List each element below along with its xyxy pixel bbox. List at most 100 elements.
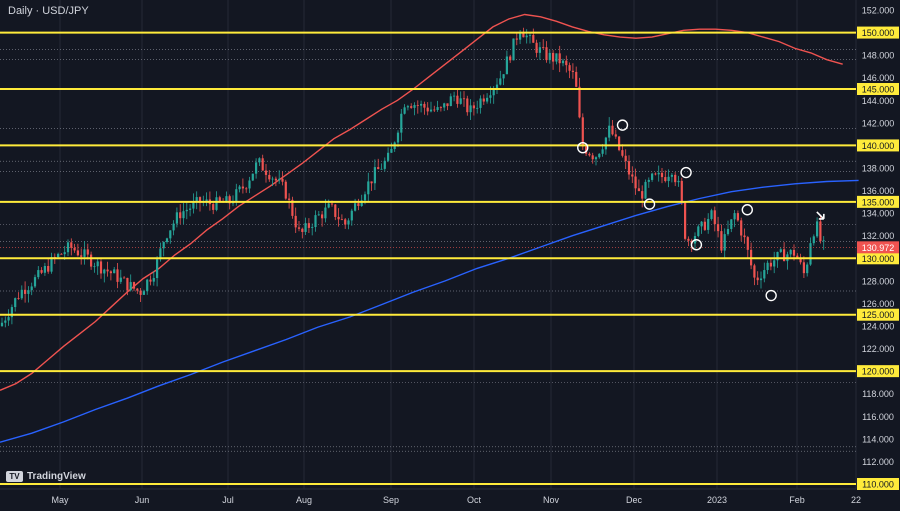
swing-point-circle-marker <box>577 141 589 154</box>
candle-body <box>281 178 284 182</box>
swing-point-circle-marker <box>690 239 703 251</box>
x-tick-may-label: May <box>51 495 69 505</box>
candle-body <box>585 146 588 154</box>
candle-body <box>766 262 769 271</box>
swing-point-circle-marker <box>741 204 753 216</box>
candle-body <box>502 74 505 79</box>
candle-body <box>185 209 188 212</box>
candle-body <box>627 161 631 175</box>
candle-body <box>30 286 33 291</box>
candle-body <box>132 282 136 289</box>
y-tick-label: 120.000 <box>862 367 895 377</box>
candle-body <box>47 265 50 272</box>
candle-body <box>116 269 119 282</box>
candle-body <box>225 196 228 203</box>
candle-body <box>535 42 538 53</box>
candle-body <box>162 242 165 249</box>
candle-body <box>245 188 248 190</box>
candle-body <box>294 215 297 228</box>
candle-body <box>113 269 116 274</box>
candle-body <box>736 213 739 221</box>
swing-point-circle-marker <box>616 119 629 131</box>
candle-body <box>528 34 532 36</box>
candle-body <box>291 199 294 216</box>
candle-body <box>182 211 185 219</box>
candle-body <box>565 60 568 66</box>
candle-body <box>367 181 370 195</box>
y-tick-label: 150.000 <box>862 28 895 38</box>
candle-body <box>268 174 271 180</box>
candle-body <box>519 32 522 40</box>
candle-body <box>76 250 79 256</box>
candle-body <box>139 290 142 295</box>
candle-body <box>189 208 192 210</box>
candle-body <box>439 107 442 108</box>
candle-body <box>819 221 822 242</box>
candle-body <box>344 219 347 225</box>
candle-body <box>700 221 703 227</box>
candle-body <box>555 53 558 62</box>
candle-body <box>60 253 63 255</box>
candle-body <box>248 180 251 189</box>
candle-body <box>499 78 502 85</box>
candle-body <box>756 277 759 281</box>
x-tick-aug-label: Aug <box>296 495 312 505</box>
candle-body <box>357 203 360 206</box>
candle-body <box>542 47 545 49</box>
candle-body <box>651 173 654 180</box>
candle-body <box>723 234 726 251</box>
candle-body <box>568 65 571 71</box>
candle-body <box>4 320 7 323</box>
candle-body <box>456 95 459 104</box>
candle-body <box>581 117 584 147</box>
candle-body <box>80 255 83 257</box>
last-price-label: 130.972 <box>862 243 895 253</box>
y-tick-label: 128.000 <box>862 276 895 286</box>
candle-body <box>809 243 812 265</box>
candle-body <box>400 113 403 133</box>
candle-body <box>509 56 512 61</box>
candle-body <box>321 214 324 219</box>
candle-body <box>647 179 650 182</box>
level-label-background <box>857 308 899 321</box>
x-tick-2023-label: 2023 <box>707 495 727 505</box>
candle-body <box>410 106 413 108</box>
candle-body <box>466 98 469 113</box>
last-price-label-background <box>857 241 899 254</box>
candle-body <box>136 288 139 291</box>
candle-body <box>792 249 796 256</box>
candle-body <box>152 278 155 282</box>
candle-body <box>284 181 287 199</box>
candle-body <box>406 106 409 108</box>
candle-body <box>799 258 802 263</box>
candle-body <box>578 86 581 118</box>
candle-body <box>631 174 634 177</box>
candle-body <box>340 219 343 221</box>
tradingview-logo-icon: TV <box>6 471 23 482</box>
candle-body <box>489 95 492 98</box>
y-tick-label: 148.000 <box>862 51 895 61</box>
candle-body <box>330 203 334 205</box>
candle-body <box>218 197 221 201</box>
candle-body <box>713 210 716 225</box>
candle-body <box>707 218 710 230</box>
candle-body <box>179 212 182 219</box>
candle-body <box>684 202 687 239</box>
level-label-background <box>857 139 899 152</box>
candle-body <box>146 279 149 292</box>
x-tick-oct-label: Oct <box>467 495 482 505</box>
candle-body <box>429 109 433 112</box>
candle-body <box>575 71 578 87</box>
candle-body <box>403 107 406 114</box>
level-label-background <box>857 478 899 490</box>
x-tick-feb-label: Feb <box>789 495 805 505</box>
candle-body <box>802 262 805 274</box>
candle-body <box>238 186 241 190</box>
candle-body <box>545 47 548 61</box>
candle-body <box>198 197 202 203</box>
y-tick-label: 114.000 <box>862 434 894 444</box>
candle-body <box>746 237 749 250</box>
candle-body <box>598 153 601 158</box>
